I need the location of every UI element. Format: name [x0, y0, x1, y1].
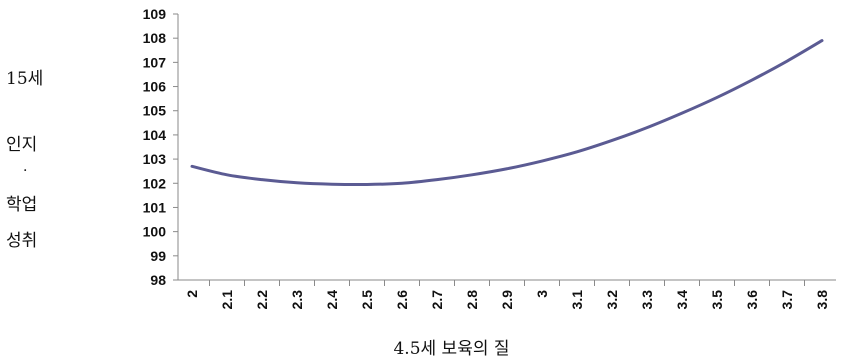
y-axis-title-line-2: 인지: [6, 135, 38, 155]
x-tick-label: 3.5: [709, 290, 725, 310]
y-tick-label: 105: [143, 103, 167, 119]
y-tick-label: 98: [150, 272, 166, 288]
y-tick-label: 100: [143, 224, 167, 240]
y-axis-ticks: 98 99 100 101 102 103 104 105 106 107 108 109: [143, 6, 178, 288]
y-axis-title-line-1: 15세: [6, 69, 44, 89]
y-tick-label: 103: [143, 151, 167, 167]
x-tick-label: 3.2: [604, 290, 620, 310]
y-tick-label: 102: [143, 175, 167, 191]
x-tick-label: 3.1: [569, 290, 585, 310]
x-axis-ticks: 2 2.1 2.2 2.3 2.4 2.5 2.6 2.7 2.8 2.9 3 3.1 3.2 3.3 3.…: [184, 280, 830, 309]
x-tick-label: 2.5: [359, 290, 375, 310]
x-tick-label: 2: [184, 290, 200, 298]
x-tick-label: 2.7: [429, 290, 445, 310]
series-group: [190, 39, 824, 187]
x-tick-label: 3.4: [674, 290, 690, 310]
x-tick-label: 2.1: [219, 290, 235, 310]
y-tick-label: 106: [143, 79, 167, 95]
x-tick-label: 3.6: [744, 290, 760, 310]
y-tick-label: 108: [143, 30, 167, 46]
x-tick-label: 3.3: [639, 290, 655, 310]
x-tick-label: 2.3: [289, 290, 305, 310]
series-line-0: [190, 39, 824, 187]
x-tick-label: 2.2: [254, 290, 270, 310]
y-tick-label: 107: [143, 54, 167, 70]
x-tick-label: 3: [534, 290, 550, 298]
y-axis-title-dot: ·: [23, 163, 28, 179]
x-axis-title: 4.5세 보육의 질: [393, 339, 510, 359]
y-axis-title-line-4: 성취: [6, 231, 38, 251]
chart-axes: [177, 14, 836, 281]
x-tick-label: 3.7: [779, 290, 795, 310]
y-tick-label: 99: [150, 248, 166, 264]
y-axis-title-line-3: 학업: [6, 195, 38, 215]
y-tick-label: 109: [143, 6, 167, 22]
x-tick-label: 3.8: [814, 290, 830, 310]
x-tick-label: 2.4: [324, 290, 340, 310]
x-tick-label: 2.9: [499, 290, 515, 310]
x-tick-label: 2.6: [394, 290, 410, 310]
y-tick-label: 104: [143, 127, 167, 143]
y-tick-label: 101: [143, 199, 167, 215]
x-tick-label: 2.8: [464, 290, 480, 310]
